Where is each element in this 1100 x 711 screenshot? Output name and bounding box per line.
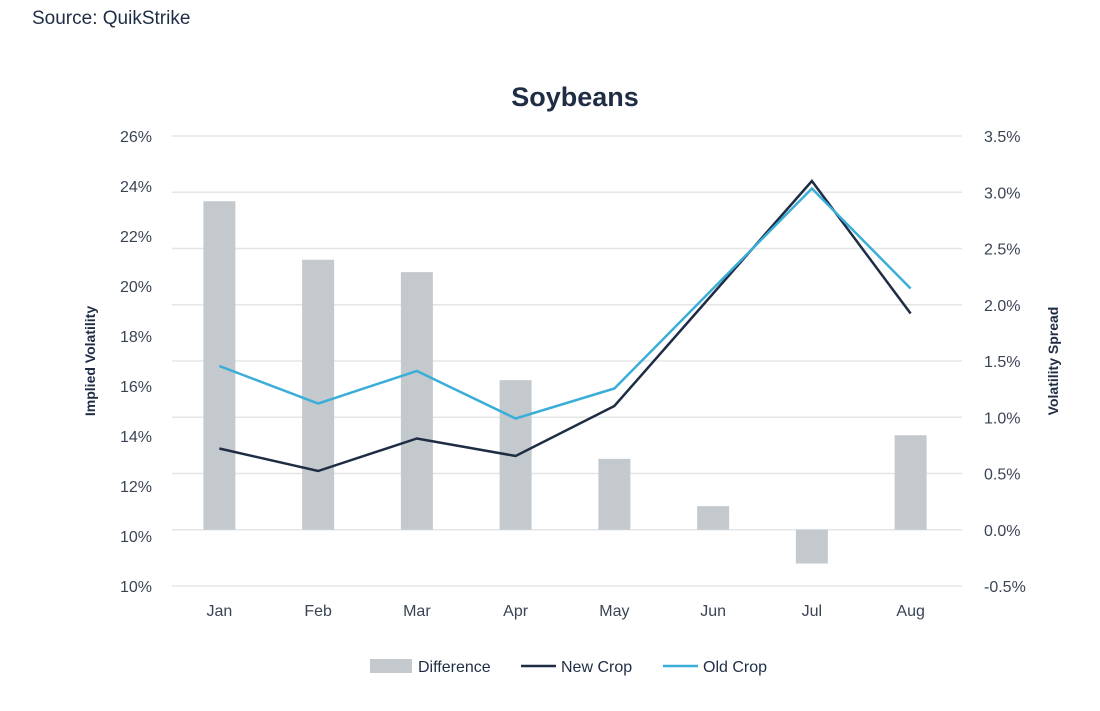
legend-label-old-crop: Old Crop xyxy=(703,659,767,676)
x-tick-label: Jul xyxy=(802,603,822,620)
right-tick-label: 1.0% xyxy=(984,410,1020,427)
bar-difference xyxy=(400,272,433,530)
x-tick-label: Jan xyxy=(206,603,232,620)
right-tick-label: 2.5% xyxy=(984,242,1020,259)
line-new-crop xyxy=(219,179,912,473)
source-note: Source: QuikStrike xyxy=(32,8,191,29)
left-tick-label: 26% xyxy=(120,129,152,146)
legend-swatch-difference xyxy=(370,659,412,673)
bar-difference xyxy=(795,529,828,564)
legend-label-difference: Difference xyxy=(418,659,491,676)
right-tick-label: 3.5% xyxy=(984,129,1020,146)
right-tick-label: 1.5% xyxy=(984,354,1020,371)
x-tick-label: Jun xyxy=(700,603,726,620)
left-tick-label: 10% xyxy=(120,579,152,596)
left-tick-label: 24% xyxy=(120,179,152,196)
line-old-crop xyxy=(218,186,912,420)
right-axis-label: Volatility Spread xyxy=(1045,307,1061,416)
bar-difference xyxy=(894,435,927,530)
x-tick-label: May xyxy=(599,603,629,620)
left-tick-label: 22% xyxy=(120,229,152,246)
left-tick-label: 10% xyxy=(120,529,152,546)
legend-label-new-crop: New Crop xyxy=(561,659,632,676)
left-axis-label: Implied Volatility xyxy=(82,306,98,416)
right-tick-label: 0.0% xyxy=(984,523,1020,540)
bar-difference xyxy=(302,259,335,530)
legend: Difference New Crop Old Crop xyxy=(370,659,767,676)
right-tick-label: 0.5% xyxy=(984,467,1020,484)
bar-difference xyxy=(598,458,631,530)
left-tick-label: 16% xyxy=(120,379,152,396)
bar-difference xyxy=(203,201,236,530)
x-tick-label: Mar xyxy=(403,603,431,620)
left-tick-label: 20% xyxy=(120,279,152,296)
chart-title: Soybeans xyxy=(511,82,639,112)
right-tick-label: 2.0% xyxy=(984,298,1020,315)
left-tick-label: 12% xyxy=(120,479,152,496)
right-tick-label: 3.0% xyxy=(984,185,1020,202)
x-tick-label: Aug xyxy=(896,603,924,620)
bar-difference xyxy=(697,506,730,530)
x-tick-label: Feb xyxy=(304,603,332,620)
x-tick-label: Apr xyxy=(503,603,529,620)
right-tick-label: -0.5% xyxy=(984,579,1026,596)
left-tick-label: 14% xyxy=(120,429,152,446)
left-tick-label: 18% xyxy=(120,329,152,346)
